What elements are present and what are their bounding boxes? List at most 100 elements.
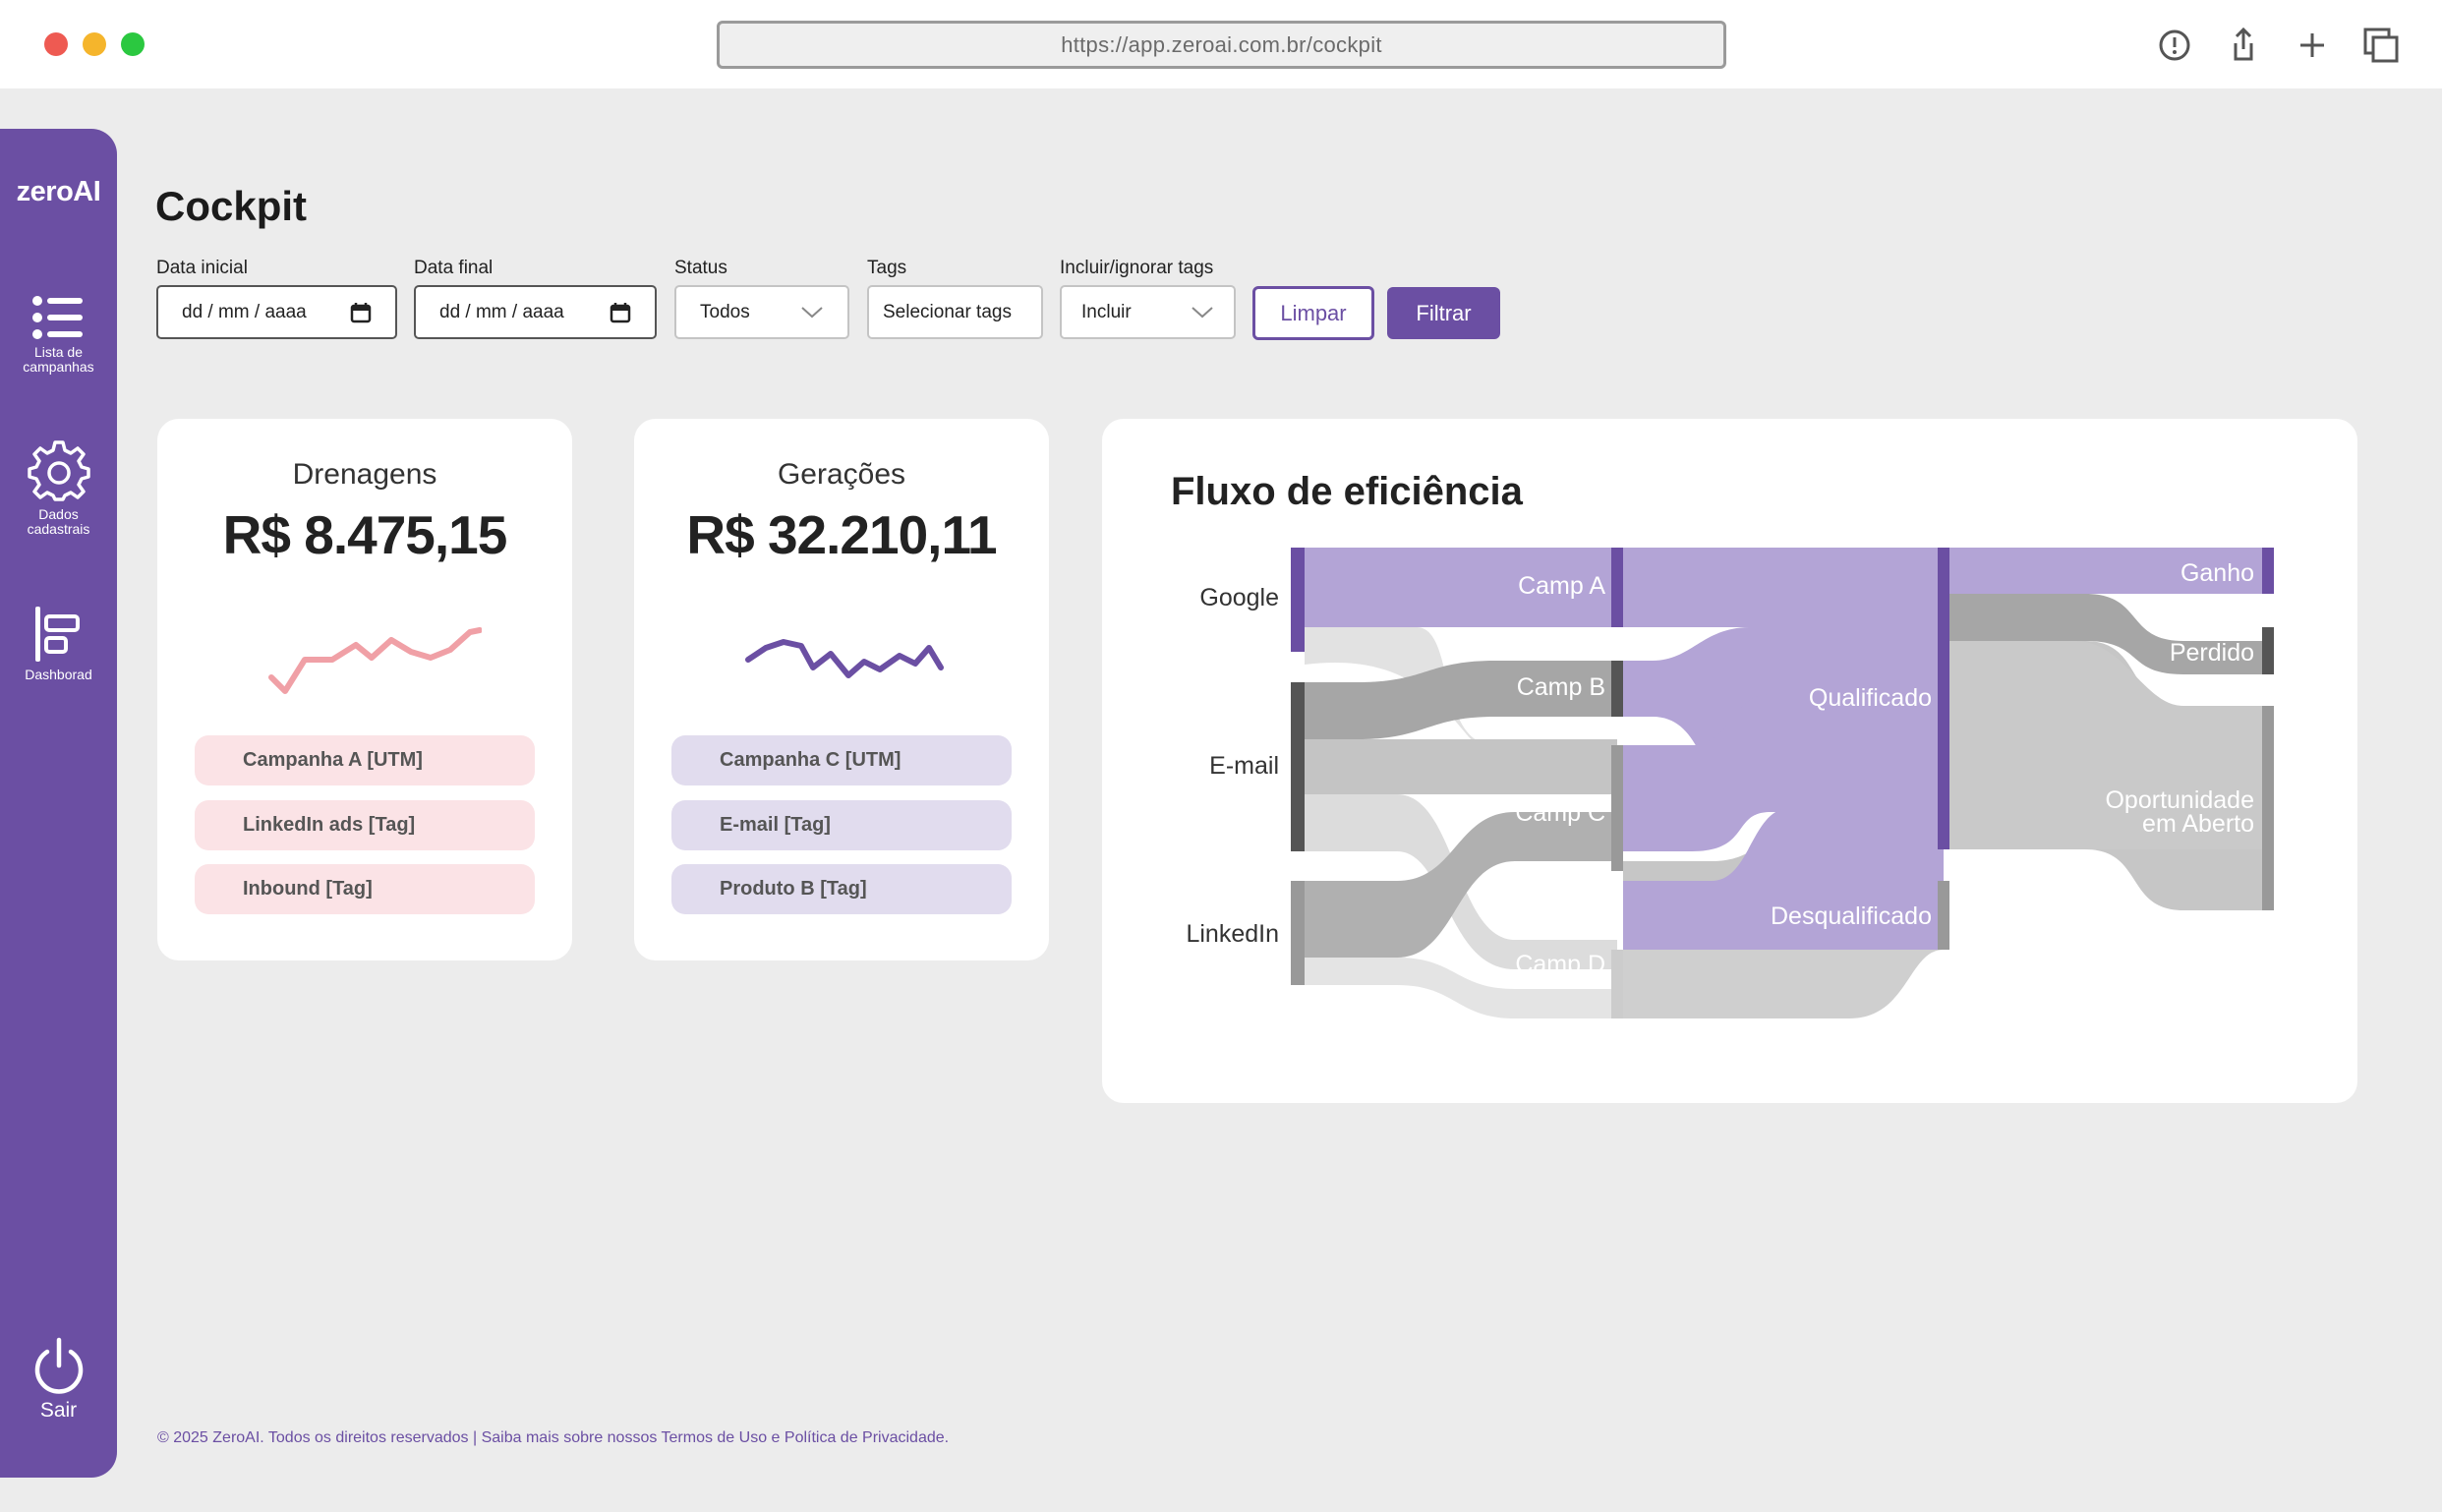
flow-qualificado-ganho (1949, 548, 2268, 594)
label-qualificado: Qualificado (1809, 684, 1932, 712)
tags-select[interactable]: Selecionar tags (867, 285, 1043, 339)
info-icon[interactable] (2155, 26, 2194, 65)
status-label: Status (674, 258, 727, 278)
logout-button[interactable]: Sair (0, 1336, 117, 1422)
drenagens-value: R$ 8.475,15 (222, 504, 508, 565)
gear-icon (27, 440, 90, 501)
window-minimize-button[interactable] (83, 32, 106, 56)
tags-filter: Tags Selecionar tags (867, 258, 1043, 339)
geracoes-tag-1: Campanha C [UTM] (671, 735, 1012, 785)
window-close-button[interactable] (44, 32, 68, 56)
geracoes-tag-3: Produto B [Tag] (671, 864, 1012, 914)
flow-camp-a-qualificado (1623, 548, 1944, 627)
end-date-label: Data final (414, 258, 494, 278)
flow-linkedin-camp-d (1305, 958, 1617, 1018)
sidebar-item-label: Lista de campanhas (23, 344, 94, 375)
sankey-diagram: Google E-mail LinkedIn Camp A Camp B Cam… (1186, 548, 2274, 1018)
page-title: Cockpit (155, 183, 308, 229)
node-camp-c (1611, 745, 1623, 871)
browser-toolbar: https://app.zeroai.com.br/cockpit (0, 0, 2442, 88)
flow-email-camp-c (1305, 739, 1617, 794)
address-bar[interactable]: https://app.zeroai.com.br/cockpit (717, 21, 1726, 69)
calendar-icon[interactable] (610, 302, 631, 323)
power-icon (34, 1337, 83, 1394)
list-icon (31, 296, 83, 339)
start-date-filter: Data inicial dd / mm / aaaa (156, 258, 397, 339)
tags-label: Tags (867, 258, 907, 278)
drenagens-title: Drenagens (292, 458, 437, 491)
flow-google-camp-c (1305, 627, 1617, 753)
dashboard-icon (34, 607, 80, 662)
drenagens-tag-1: Campanha A [UTM] (195, 735, 535, 785)
sidebar-item-campaign-list[interactable]: Lista de campanhas (0, 294, 117, 375)
sidebar-item-registration-data[interactable]: Dados cadastrais (0, 440, 117, 537)
filter-button[interactable]: Filtrar (1387, 287, 1500, 339)
node-google (1291, 548, 1305, 652)
label-oportunidade: Oportunidade em Aberto (2105, 786, 2254, 838)
label-camp-d: Camp D (1515, 951, 1605, 978)
include-tags-select[interactable]: Incluir (1060, 285, 1236, 339)
label-camp-b: Camp B (1517, 673, 1605, 701)
geracoes-sparkline (745, 639, 944, 678)
share-icon[interactable] (2224, 26, 2263, 65)
drenagens-tag-2: LinkedIn ads [Tag] (195, 800, 535, 850)
end-date-input[interactable]: dd / mm / aaaa (414, 285, 657, 339)
clear-button[interactable]: Limpar (1252, 286, 1374, 340)
label-linkedin: LinkedIn (1186, 920, 1279, 948)
calendar-icon[interactable] (350, 302, 372, 323)
flow-qualificado-base (1949, 641, 2268, 849)
node-oportunidade (2262, 706, 2274, 910)
label-google: Google (1199, 584, 1279, 611)
end-date-filter: Data final dd / mm / aaaa (414, 258, 657, 339)
efficiency-flow-card: Google E-mail LinkedIn Camp A Camp B Cam… (1102, 419, 2357, 1103)
sankey-title: Fluxo de eficiência (1171, 470, 1523, 513)
start-date-label: Data inicial (156, 258, 248, 278)
label-perdido: Perdido (2170, 639, 2254, 667)
include-tags-value: Incluir (1081, 301, 1132, 322)
label-oportunidade-line: em Aberto (2142, 810, 2254, 838)
sidebar: zeroAI Lista de campanhas Dados cadastra… (0, 129, 117, 1478)
flow-qual-desq-highlight (1623, 808, 1944, 950)
node-perdido (2262, 627, 2274, 674)
drenagens-tag-3: Inbound [Tag] (195, 864, 535, 914)
label-oportunidade-line: Oportunidade (2105, 786, 2254, 814)
flow-qualificado-perdido (1949, 594, 2268, 674)
include-tags-label: Incluir/ignorar tags (1060, 258, 1214, 278)
new-tab-icon[interactable] (2293, 26, 2332, 65)
include-tags-filter: Incluir/ignorar tags Incluir (1060, 258, 1236, 339)
sidebar-item-dashboard[interactable]: Dashborad (0, 605, 117, 682)
window-maximize-button[interactable] (121, 32, 145, 56)
end-date-placeholder: dd / mm / aaaa (439, 301, 564, 322)
geracoes-value: R$ 32.210,11 (686, 504, 997, 565)
drenagens-card: Drenagens R$ 8.475,15 Campanha A [UTM] L… (157, 419, 572, 960)
logout-label: Sair (39, 1399, 78, 1422)
drenagens-sparkline (268, 627, 482, 694)
node-camp-b (1611, 661, 1623, 717)
start-date-placeholder: dd / mm / aaaa (182, 301, 307, 322)
flow-email-camp-b (1305, 661, 1617, 739)
node-email (1291, 682, 1305, 851)
label-camp-a: Camp A (1518, 572, 1605, 600)
geracoes-tag-2: E-mail [Tag] (671, 800, 1012, 850)
node-ganho (2262, 548, 2274, 594)
node-desqualificado (1938, 881, 1949, 950)
label-camp-c: Camp C (1515, 799, 1605, 827)
label-desqualificado: Desqualificado (1771, 902, 1932, 930)
flow-linkedin-camp-c (1305, 812, 1617, 958)
flow-google-camp-a (1305, 548, 1617, 627)
tabs-overview-icon[interactable] (2361, 26, 2401, 65)
chevron-down-icon (801, 306, 823, 318)
status-select[interactable]: Todos (674, 285, 849, 339)
label-ganho: Ganho (2180, 559, 2254, 587)
sidebar-item-label: Dashborad (25, 667, 92, 682)
label-email: E-mail (1209, 752, 1279, 780)
logo: zeroAI (16, 176, 101, 207)
sidebar-item-label: Dados cadastrais (27, 506, 90, 537)
geracoes-title: Gerações (777, 458, 906, 491)
tags-value: Selecionar tags (883, 301, 1012, 322)
node-qualificado (1938, 548, 1949, 849)
start-date-input[interactable]: dd / mm / aaaa (156, 285, 397, 339)
status-value: Todos (700, 301, 750, 322)
status-filter: Status Todos (674, 258, 849, 339)
geracoes-card: Gerações R$ 32.210,11 Campanha C [UTM] E… (634, 419, 1049, 960)
